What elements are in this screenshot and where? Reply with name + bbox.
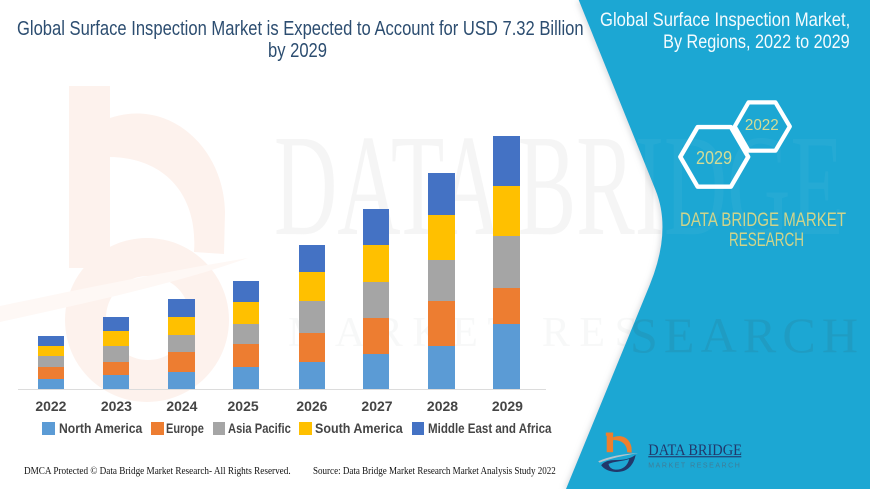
svg-text:MARKET RESEARCH: MARKET RESEARCH [288,310,828,356]
svg-text:DATA BRIDGE: DATA BRIDGE [274,106,844,266]
svg-text:MARKET RESEARCH: MARKET RESEARCH [648,463,740,470]
svg-text:DATA BRIDGE: DATA BRIDGE [648,442,742,459]
